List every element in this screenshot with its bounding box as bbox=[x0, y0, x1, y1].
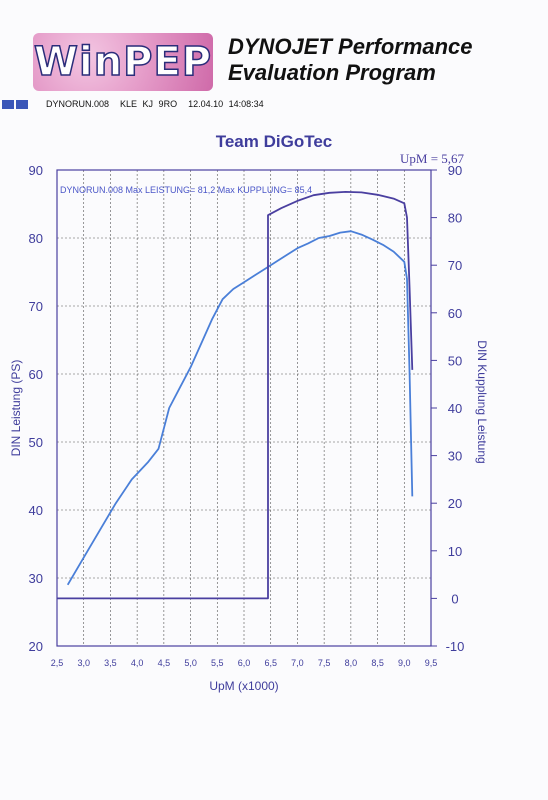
x-tick-label: 2,5 bbox=[51, 658, 64, 668]
y-axis-label: DIN Leistung (PS) bbox=[9, 360, 23, 457]
run-file: DYNORUN.008 bbox=[46, 99, 110, 109]
y2-tick-label: 20 bbox=[448, 496, 462, 511]
y-tick-label: 20 bbox=[29, 639, 43, 654]
series-line-kupplung bbox=[57, 191, 414, 600]
x-axis-label: UpM (x1000) bbox=[209, 679, 278, 693]
x-tick-label: 6,5 bbox=[264, 658, 277, 668]
y2-tick-label: 90 bbox=[448, 163, 462, 178]
run-info: DYNORUN.008 KLE KJ 9RO 12.04.10 14:08:34 bbox=[46, 99, 264, 109]
x-tick-label: 4,0 bbox=[131, 658, 144, 668]
series-line-leistung bbox=[66, 230, 414, 586]
y-tick-label: 30 bbox=[29, 571, 43, 586]
logo-text: WinPEP bbox=[33, 38, 213, 86]
x-tick-label: 5,0 bbox=[184, 658, 197, 668]
x-tick-label: 4,5 bbox=[158, 658, 171, 668]
x-tick-label: 7,5 bbox=[318, 658, 331, 668]
program-title-line1: DYNOJET Performance bbox=[228, 34, 473, 59]
axis-ticks: 2,5 3,0 3,5 4,0 4,5 5,0 5,5 6,0 6,5 7,0 7,5 8,0 8,5 9… bbox=[29, 163, 465, 668]
x-tick-label: 3,0 bbox=[77, 658, 90, 668]
blue-squares-icon bbox=[2, 100, 28, 109]
y-tick-label: 80 bbox=[29, 231, 43, 246]
chart-series bbox=[57, 191, 414, 600]
run-meta: KLE KJ 9RO bbox=[120, 99, 178, 109]
x-tick-label: 9,5 bbox=[425, 658, 438, 668]
cursor-label: UpM = 5,67 bbox=[400, 151, 465, 166]
y-tick-label: 90 bbox=[29, 163, 43, 178]
legend-text: DYNORUN.008 Max LEISTUNG= 81,2 Max KUPPL… bbox=[60, 185, 312, 195]
y2-tick-label: 80 bbox=[448, 211, 462, 226]
y2-axis-label: DIN Kupplung Leistung bbox=[475, 340, 489, 463]
y2-tick-label: 30 bbox=[448, 449, 462, 464]
x-tick-label: 6,0 bbox=[238, 658, 251, 668]
y2-tick-label: 60 bbox=[448, 306, 462, 321]
y-tick-label: 70 bbox=[29, 299, 43, 314]
y-tick-label: 60 bbox=[29, 367, 43, 382]
y-tick-label: 40 bbox=[29, 503, 43, 518]
program-title: DYNOJET Performance Evaluation Program bbox=[228, 34, 528, 86]
x-tick-label: 7,0 bbox=[291, 658, 304, 668]
y2-tick-label: -10 bbox=[446, 639, 465, 654]
x-tick-label: 8,5 bbox=[371, 658, 384, 668]
y2-tick-label: 50 bbox=[448, 353, 462, 368]
winpep-logo: WinPEP bbox=[33, 33, 213, 91]
x-tick-label: 3,5 bbox=[104, 658, 117, 668]
chart-grid bbox=[56, 169, 432, 647]
y2-tick-label: 10 bbox=[448, 544, 462, 559]
y2-tick-label: 40 bbox=[448, 401, 462, 416]
x-tick-label: 9,0 bbox=[398, 658, 411, 668]
x-tick-label: 5,5 bbox=[211, 658, 224, 668]
y-tick-label: 50 bbox=[29, 435, 43, 450]
run-timestamp: 12.04.10 14:08:34 bbox=[188, 99, 264, 109]
y2-tick-label: 0 bbox=[451, 591, 458, 606]
x-tick-label: 8,0 bbox=[345, 658, 358, 668]
y2-tick-label: 70 bbox=[448, 258, 462, 273]
chart-title: Team DiGoTec bbox=[215, 132, 333, 151]
program-title-line2: Evaluation Program bbox=[228, 60, 436, 85]
